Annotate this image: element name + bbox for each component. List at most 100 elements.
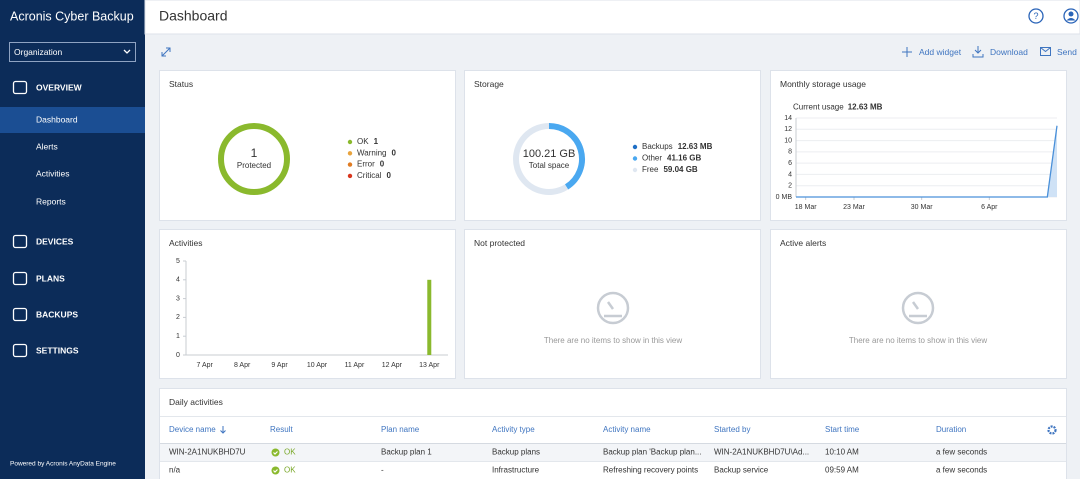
column-header[interactable]: Duration (936, 425, 966, 434)
legend-label: Error (357, 160, 375, 169)
y-tick-label: 2 (176, 314, 180, 321)
column-header[interactable]: Start time (825, 425, 860, 434)
toolbar-action[interactable]: Send (1057, 47, 1077, 57)
user-head (1068, 11, 1074, 17)
legend-value: 0 (380, 160, 385, 169)
x-tick-label: 12 Apr (382, 362, 403, 369)
column-header[interactable]: Result (270, 425, 293, 434)
y-tick-label: 12 (784, 126, 792, 133)
legend-value: 59.04 GB (663, 165, 697, 174)
brand: Acronis Cyber Backup (10, 9, 134, 23)
send-icon-flap (1040, 47, 1051, 53)
nav-section[interactable]: BACKUPS (36, 309, 78, 319)
column-header[interactable]: Started by (714, 425, 750, 434)
nav-item[interactable]: Dashboard (36, 114, 78, 124)
table-cell: Refreshing recovery points (603, 466, 698, 475)
toolbar-action[interactable]: Add widget (919, 47, 962, 57)
legend-label: Other (642, 154, 662, 163)
column-header[interactable]: Device name (169, 425, 216, 434)
table-cell: a few seconds (936, 448, 987, 457)
current-usage-value: 12.63 MB (848, 103, 883, 112)
legend-dot (347, 173, 353, 179)
org-select[interactable] (9, 42, 136, 62)
sidebar (0, 0, 145, 479)
legend-dot (632, 167, 638, 173)
table-cell: a few seconds (936, 466, 987, 475)
x-tick-label: 13 Apr (419, 362, 440, 369)
help-icon[interactable] (1028, 8, 1044, 24)
legend-label: OK (357, 137, 369, 146)
x-tick-label: 18 Mar (795, 204, 817, 211)
y-tick-label: 5 (176, 258, 180, 265)
org-select-label[interactable]: Organization (14, 47, 62, 57)
table-cell: Backup service (714, 466, 769, 475)
widget-title: Storage (474, 79, 504, 89)
current-usage-label: Current usage (793, 103, 844, 112)
expand-icon[interactable] (161, 47, 171, 57)
legend-dot (347, 162, 353, 167)
ok-check (273, 451, 278, 455)
legend-dot (347, 151, 353, 156)
nav-item[interactable]: Alerts (36, 141, 58, 151)
empty-icon-needle (909, 301, 927, 318)
chevron-icon (123, 49, 131, 54)
y-tick-label: 2 (788, 183, 792, 190)
table-cell: n/a (169, 466, 181, 475)
widget-card (159, 70, 456, 221)
storage-total-label: Total space (529, 161, 570, 170)
user-icon[interactable] (1063, 8, 1079, 24)
nav-item[interactable]: Reports (36, 196, 66, 206)
empty-icon-needle (604, 301, 622, 318)
x-tick-label: 9 Apr (271, 362, 288, 369)
bar (427, 279, 432, 355)
x-tick-label: 10 Apr (307, 362, 328, 369)
x-tick-label: 30 Mar (911, 204, 933, 211)
nav-section[interactable]: SETTINGS (36, 345, 79, 355)
donut-segment (513, 123, 569, 195)
legend-label: Critical (357, 171, 382, 180)
widget-title: Monthly storage usage (780, 79, 866, 89)
y-tick-label: 4 (176, 277, 180, 284)
column-header[interactable]: Activity type (492, 425, 535, 434)
widget-title: Not protected (474, 238, 525, 248)
sort-arrow (220, 426, 226, 434)
widget-title: Active alerts (780, 238, 826, 248)
toolbar-action[interactable]: Download (990, 47, 1028, 57)
settings-icon[interactable] (1047, 425, 1057, 435)
widget-card (159, 388, 1067, 479)
widget-card (464, 229, 761, 379)
widget-card (464, 70, 761, 221)
empty-message: There are no items to show in this view (544, 336, 683, 345)
user-body (1066, 18, 1076, 21)
table-cell: WIN-2A1NUKBHD7U\Ad... (714, 448, 809, 457)
legend-value: 1 (374, 137, 379, 146)
legend-dot (632, 156, 638, 161)
x-tick-label: 7 Apr (197, 362, 214, 369)
column-header[interactable]: Activity name (603, 425, 651, 434)
add-icon (902, 47, 912, 57)
y-tick-label: 4 (788, 171, 792, 178)
sidebar-footer: Powered by Acronis AnyData Engine (10, 461, 116, 468)
x-tick-label: 23 Mar (843, 204, 865, 211)
legend-value: 0 (386, 171, 391, 180)
table-cell: OK (284, 466, 296, 475)
legend-label: Warning (357, 148, 387, 157)
y-tick-label: 0 (176, 352, 180, 359)
nav-section[interactable]: PLANS (36, 273, 65, 283)
empty-icon (901, 291, 935, 325)
status-count: 1 (251, 146, 258, 160)
nav-section[interactable]: DEVICES (36, 236, 74, 246)
column-header[interactable]: Plan name (381, 425, 420, 434)
legend-value: 0 (392, 148, 397, 157)
nav-item[interactable]: Activities (36, 168, 70, 178)
table-cell: - (381, 466, 384, 475)
widget-title: Activities (169, 238, 203, 248)
nav-icon (12, 234, 28, 249)
empty-icon (596, 291, 630, 325)
nav-icon (12, 307, 28, 322)
legend-value: 41.16 GB (667, 154, 701, 163)
legend-label: Backups (642, 142, 673, 151)
donut-segment (218, 123, 290, 195)
nav-section[interactable]: OVERVIEW (36, 82, 83, 92)
